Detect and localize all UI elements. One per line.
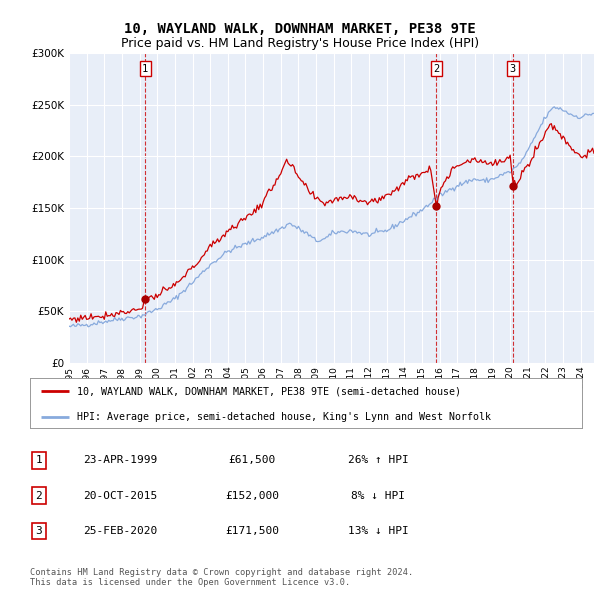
Text: 23-APR-1999: 23-APR-1999 [83,455,157,465]
Text: 3: 3 [35,526,43,536]
Text: HPI: Average price, semi-detached house, King's Lynn and West Norfolk: HPI: Average price, semi-detached house,… [77,412,491,422]
Text: 10, WAYLAND WALK, DOWNHAM MARKET, PE38 9TE (semi-detached house): 10, WAYLAND WALK, DOWNHAM MARKET, PE38 9… [77,386,461,396]
Text: 25-FEB-2020: 25-FEB-2020 [83,526,157,536]
Text: 1: 1 [35,455,43,465]
Text: 20-OCT-2015: 20-OCT-2015 [83,491,157,500]
Text: 26% ↑ HPI: 26% ↑ HPI [347,455,409,465]
Text: £61,500: £61,500 [229,455,275,465]
Text: 1: 1 [142,64,148,74]
Text: 3: 3 [509,64,516,74]
Text: 13% ↓ HPI: 13% ↓ HPI [347,526,409,536]
Text: 2: 2 [35,491,43,500]
Text: 8% ↓ HPI: 8% ↓ HPI [351,491,405,500]
Text: £171,500: £171,500 [225,526,279,536]
Text: 2: 2 [433,64,439,74]
Text: £152,000: £152,000 [225,491,279,500]
Text: 10, WAYLAND WALK, DOWNHAM MARKET, PE38 9TE: 10, WAYLAND WALK, DOWNHAM MARKET, PE38 9… [124,22,476,37]
Text: Price paid vs. HM Land Registry's House Price Index (HPI): Price paid vs. HM Land Registry's House … [121,37,479,50]
Text: Contains HM Land Registry data © Crown copyright and database right 2024.
This d: Contains HM Land Registry data © Crown c… [30,568,413,587]
